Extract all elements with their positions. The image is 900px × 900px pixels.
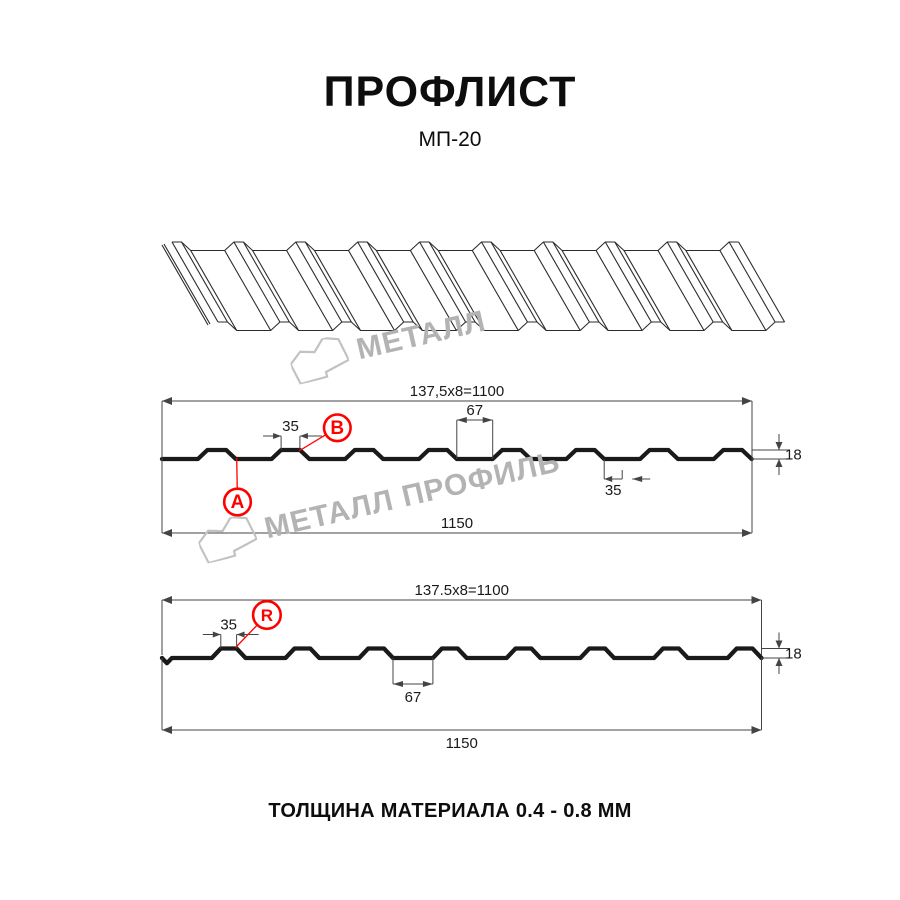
svg-text:R: R [261,606,273,625]
svg-text:137.5x8=1100: 137.5x8=1100 [415,582,509,599]
svg-text:18: 18 [785,645,802,662]
svg-text:35: 35 [220,617,237,634]
svg-text:1150: 1150 [446,735,478,752]
svg-text:67: 67 [405,689,422,706]
